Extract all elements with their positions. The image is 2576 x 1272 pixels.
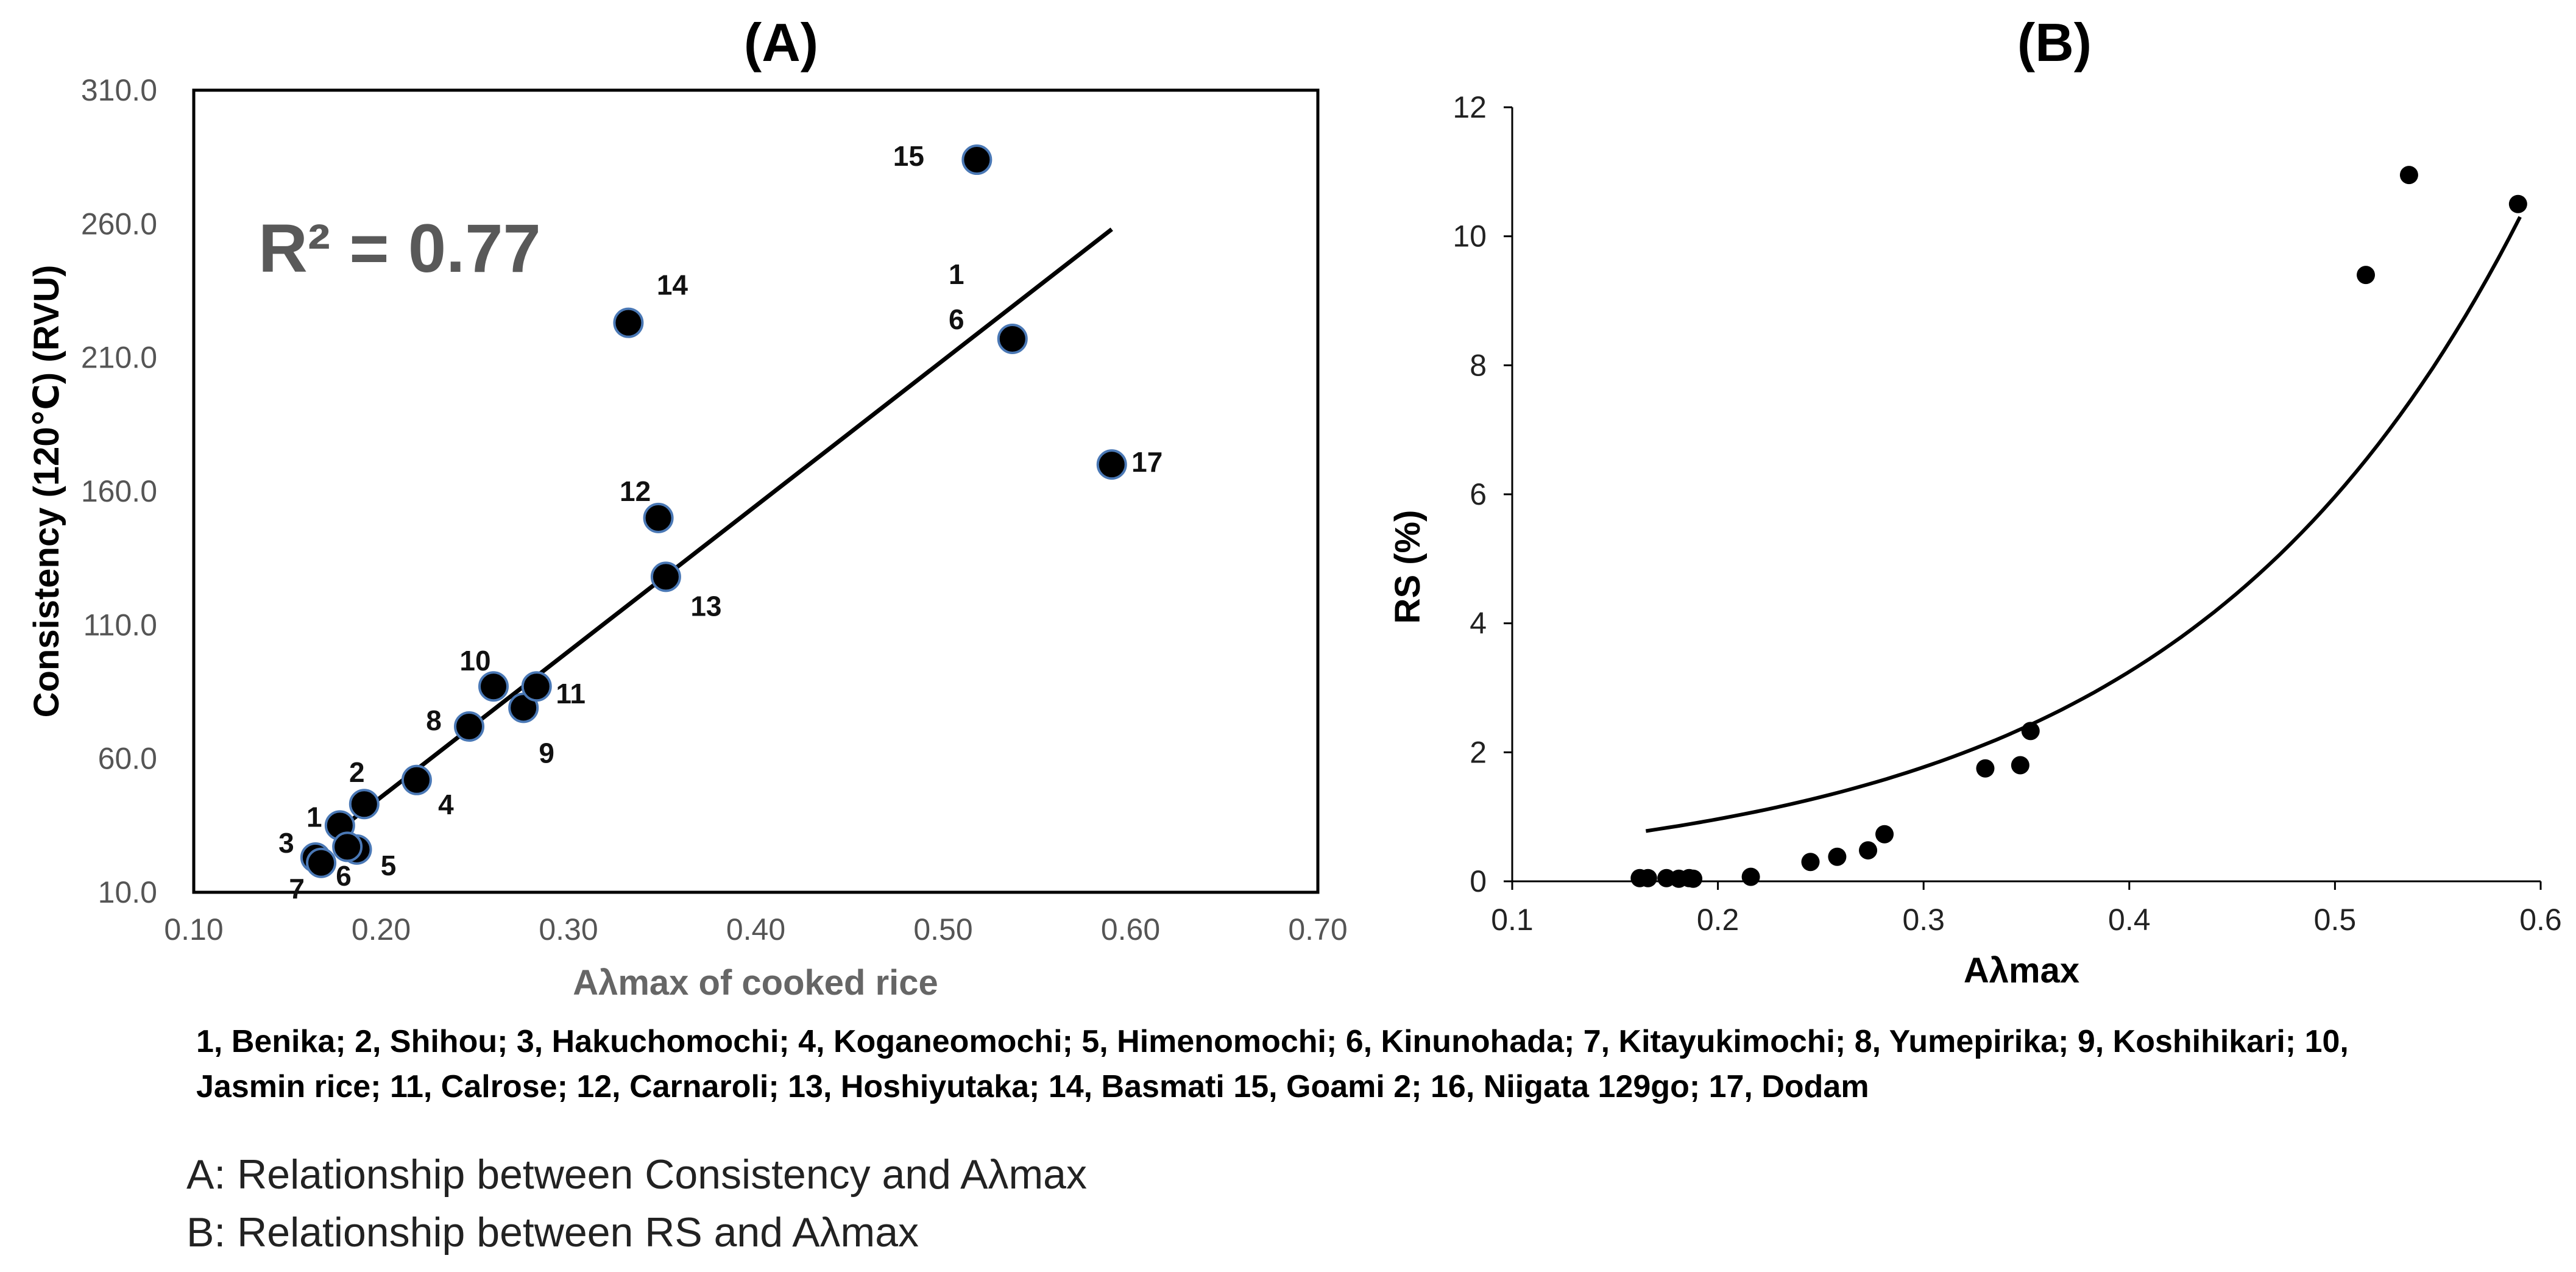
panel-a-data-point (454, 711, 485, 742)
panel-b-y-tick-label: 2 (1470, 735, 1487, 769)
panel-a-point-label: 10 (459, 645, 490, 677)
panel-a-y-ticks: 10.0 60.0 110.0 160.0 210.0 260.0 310.0 (81, 73, 157, 909)
panel-b-y-axis-title: RS (%) (1388, 510, 1428, 624)
panel-a-data-point (643, 502, 674, 533)
panel-a-point-label: 17 (1131, 446, 1162, 478)
panel-a-x-tick-label: 0.70 (1288, 912, 1347, 947)
panel-b-data-point (1801, 853, 1820, 872)
panel-b-data-point (1684, 869, 1703, 888)
panel-a-point-label: 5 (381, 850, 397, 881)
panel-a-point-label: 7 (289, 873, 305, 904)
panel-b-data-point (1859, 841, 1878, 860)
panel-a-point-label: 12 (620, 475, 651, 507)
panel-a-data-point (349, 789, 380, 820)
panel-a-points (300, 144, 1127, 878)
panel-b-y-ticks: 0 2 4 6 8 10 12 (1453, 90, 1512, 898)
panel-a-y-tick-label: 60.0 (98, 742, 157, 776)
panel-a-x-ticks: 0.10 0.20 0.30 0.40 0.50 0.60 0.70 (164, 912, 1347, 947)
panel-b-x-tick-label: 0.3 (1902, 903, 1945, 937)
panel-a-plot-frame (192, 88, 1320, 894)
panel-a-y-tick-label: 260.0 (81, 207, 157, 241)
caption-b: B: Relationship between RS and Aλmax (186, 1209, 919, 1256)
panel-a-y-tick-label: 210.0 (81, 341, 157, 375)
panel-a-point-label: 15 (893, 140, 924, 172)
panel-b-x-tick-label: 0.5 (2314, 903, 2357, 937)
panel-a-x-tick-label: 0.30 (539, 912, 598, 947)
panel-b-x-ticks: 0.1 0.2 0.3 0.4 0.5 0.6 (1491, 881, 2562, 937)
panel-a-point-label: 1 (306, 801, 322, 833)
panel-b-y-tick-label: 10 (1453, 219, 1487, 254)
panel-b-y-tick-label: 12 (1453, 90, 1487, 124)
panel-a-point-label: 13 (690, 590, 721, 622)
panel-a-x-tick-label: 0.10 (164, 912, 223, 947)
panel-a: (A) 10.0 60.0 110.0 160.0 210.0 260.0 310.0 0.… (27, 12, 1348, 1003)
panel-a-point-label: 9 (539, 737, 554, 769)
panel-b-title: (B) (2017, 12, 2092, 73)
caption-a: A: Relationship between Consistency and … (186, 1151, 1087, 1198)
panel-a-data-point (1096, 449, 1127, 480)
panel-a-point-label: 3 (278, 827, 294, 859)
panel-b-data-point (1875, 825, 1894, 844)
panel-b-y-tick-label: 6 (1470, 477, 1487, 511)
figure: (A) 10.0 60.0 110.0 160.0 210.0 260.0 310.0 0.… (27, 12, 2562, 1003)
panel-b-data-point (1638, 869, 1657, 887)
r-squared-annotation: R² = 0.77 (258, 210, 541, 286)
panel-a-x-tick-label: 0.60 (1101, 912, 1160, 947)
panel-a-data-point (650, 561, 681, 592)
cultivar-legend: 1, Benika; 2, Shihou; 3, Hakuchomochi; 4… (196, 1024, 2349, 1104)
panel-b-x-tick-label: 0.2 (1697, 903, 1739, 937)
panel-a-data-point (332, 831, 363, 862)
panel-b-data-point (2021, 722, 2040, 741)
panel-a-y-axis-title: Consistency (120℃) (RVU) (27, 265, 66, 718)
panel-b-data-point (2011, 756, 2029, 775)
panel-b-data-point (2357, 266, 2376, 285)
panel-a-data-point (961, 144, 993, 176)
panel-a-y-tick-label: 10.0 (98, 875, 157, 909)
panel-a-data-point (478, 671, 509, 702)
panel-b-data-point (1976, 759, 1995, 778)
panel-a-point-label: 8 (426, 705, 442, 736)
panel-b: (B) 0 2 4 6 8 10 12 0.1 0.2 0.3 0.4 0.5 0.6 Aλmax R… (1388, 12, 2562, 990)
panel-a-x-axis-title: Aλmax of cooked rice (573, 963, 938, 1003)
panel-a-trendline (333, 227, 1113, 836)
panel-b-y-tick-label: 4 (1470, 606, 1487, 641)
panel-b-x-axis-title: Aλmax (1964, 951, 2079, 990)
panel-b-trendline (1645, 216, 2522, 833)
panel-b-x-tick-label: 0.4 (2108, 903, 2151, 937)
panel-b-data-point (1741, 867, 1760, 886)
panel-a-data-point (401, 764, 432, 795)
panel-a-data-point (613, 307, 644, 338)
panel-b-points (1630, 166, 2527, 888)
panel-b-data-point (1828, 847, 1847, 866)
panel-a-point-label: 11 (556, 678, 586, 709)
panel-a-point-label: 14 (657, 269, 688, 301)
panel-a-point-label: 6 (336, 860, 352, 892)
panel-a-y-tick-label: 310.0 (81, 73, 157, 107)
panel-b-y-tick-label: 8 (1470, 348, 1487, 382)
panel-b-x-tick-label: 0.1 (1491, 903, 1534, 937)
panel-a-x-tick-label: 0.50 (913, 912, 972, 947)
panel-a-title: (A) (744, 12, 818, 73)
panel-a-data-point (521, 671, 552, 702)
panel-a-point-label: 4 (438, 789, 454, 820)
panel-a-point-label: 2 (349, 756, 365, 788)
panel-b-y-tick-label: 0 (1470, 864, 1487, 898)
panel-a-x-tick-label: 0.40 (726, 912, 785, 947)
panel-b-data-point (2399, 166, 2418, 185)
panel-b-data-point (2508, 194, 2527, 213)
panel-a-y-tick-label: 160.0 (81, 474, 157, 508)
panel-a-data-point (997, 323, 1028, 354)
panel-a-x-tick-label: 0.20 (352, 912, 411, 947)
panel-b-x-tick-label: 0.6 (2519, 903, 2562, 937)
panel-a-data-point (306, 847, 337, 878)
panel-a-y-tick-label: 110.0 (83, 608, 157, 642)
